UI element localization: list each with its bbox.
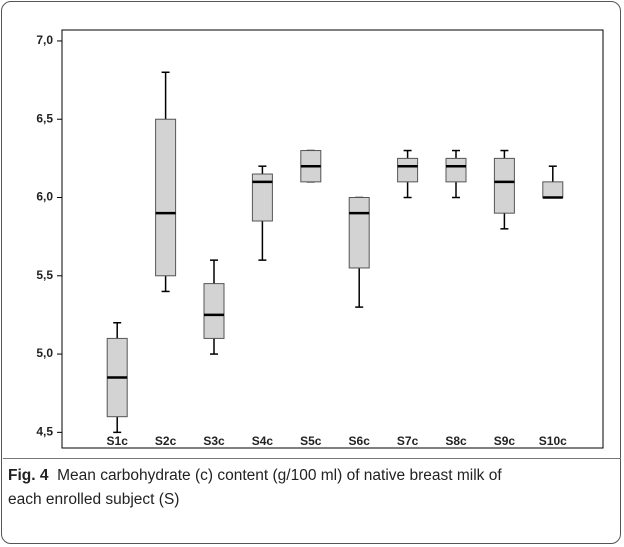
caption-text: Mean carbohydrate (c) content (g/100 ml)… xyxy=(8,467,502,508)
x-tick-label: S1c xyxy=(107,434,129,448)
x-tick-label: S9c xyxy=(494,434,516,448)
box xyxy=(445,157,467,183)
x-tick-label: S10c xyxy=(539,434,567,448)
separator xyxy=(3,458,621,459)
x-tick-label: S2c xyxy=(155,434,177,448)
box xyxy=(348,197,370,269)
y-tick-label: 5,0 xyxy=(36,346,53,360)
y-tick-label: 5,5 xyxy=(36,268,53,282)
y-tick-label: 6,0 xyxy=(36,190,53,204)
figure-caption: Fig. 4 Mean carbohydrate (c) content (g/… xyxy=(8,464,508,512)
x-tick-label: S5c xyxy=(300,434,322,448)
box xyxy=(493,157,515,214)
x-tick-label: S4c xyxy=(252,434,274,448)
y-tick-label: 4,5 xyxy=(36,425,53,439)
plot-frame xyxy=(61,29,604,449)
x-tick-label: S8c xyxy=(445,434,467,448)
y-tick-label: 7,0 xyxy=(36,33,53,47)
x-tick-label: S6c xyxy=(349,434,371,448)
x-tick-label: S7c xyxy=(397,434,419,448)
box xyxy=(251,173,273,222)
chart: 4,5 5,0 5,5 6,0 6,5 7,0 S1c S2c S3c S4c S5c S6c S7c S… xyxy=(36,29,604,449)
box xyxy=(542,181,564,199)
box xyxy=(203,283,225,339)
box xyxy=(155,118,177,277)
y-tick-label: 6,5 xyxy=(36,111,53,125)
x-tick-label: S3c xyxy=(203,434,225,448)
box xyxy=(397,157,419,183)
caption-label: Fig. 4 xyxy=(8,467,49,484)
